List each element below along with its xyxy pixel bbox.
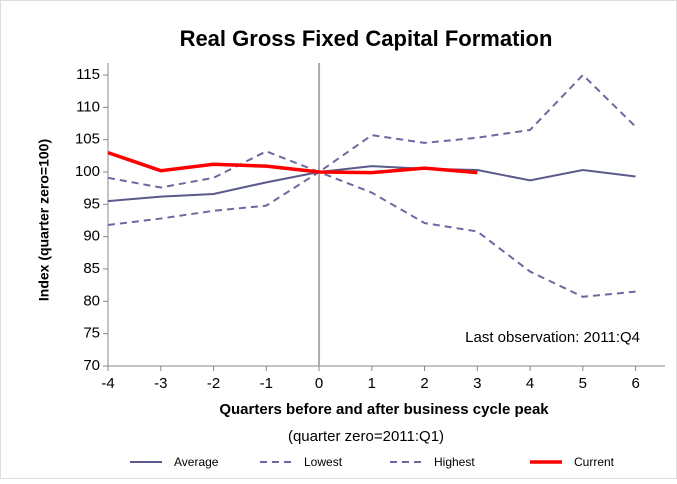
x-axis-label: Quarters before and after business cycle… [219, 401, 549, 418]
x-tick-label: 1 [368, 375, 376, 392]
y-tick-label: 90 [83, 228, 100, 245]
y-tick-label: 80 [83, 292, 100, 309]
chart-title: Real Gross Fixed Capital Formation [180, 26, 553, 51]
x-tick-label: 3 [473, 375, 481, 392]
x-axis-sublabel: (quarter zero=2011:Q1) [288, 428, 444, 445]
y-tick-label: 85 [83, 260, 100, 277]
y-axis-label: Index (quarter zero=100) [36, 139, 52, 301]
x-tick-label: -3 [154, 375, 167, 392]
series-line [107, 150, 478, 175]
y-tick-label: 75 [83, 325, 100, 342]
legend-label: Average [174, 455, 219, 469]
x-tick-label: 5 [579, 375, 587, 392]
annotation: Last observation: 2011:Q4 [465, 329, 640, 346]
x-tick-label: -2 [207, 375, 220, 392]
x-tick-label: -4 [101, 375, 114, 392]
x-tick-label: 6 [631, 375, 639, 392]
y-tick-label: 105 [75, 131, 100, 148]
y-tick-label: 100 [75, 163, 100, 180]
y-tick-label: 110 [76, 98, 100, 115]
series-line [107, 165, 636, 203]
x-tick-label: 0 [315, 375, 323, 392]
x-tick-label: -1 [260, 375, 273, 392]
series-line [107, 170, 636, 298]
legend-label: Lowest [304, 455, 343, 469]
legend-label: Highest [434, 455, 475, 469]
series-line [107, 73, 637, 189]
x-tick-label: 2 [420, 375, 428, 392]
legend-label: Current [574, 455, 615, 469]
y-tick-label: 115 [76, 66, 100, 83]
x-tick-label: 4 [526, 375, 534, 392]
y-tick-label: 70 [83, 357, 100, 374]
y-tick-label: 95 [83, 195, 100, 212]
